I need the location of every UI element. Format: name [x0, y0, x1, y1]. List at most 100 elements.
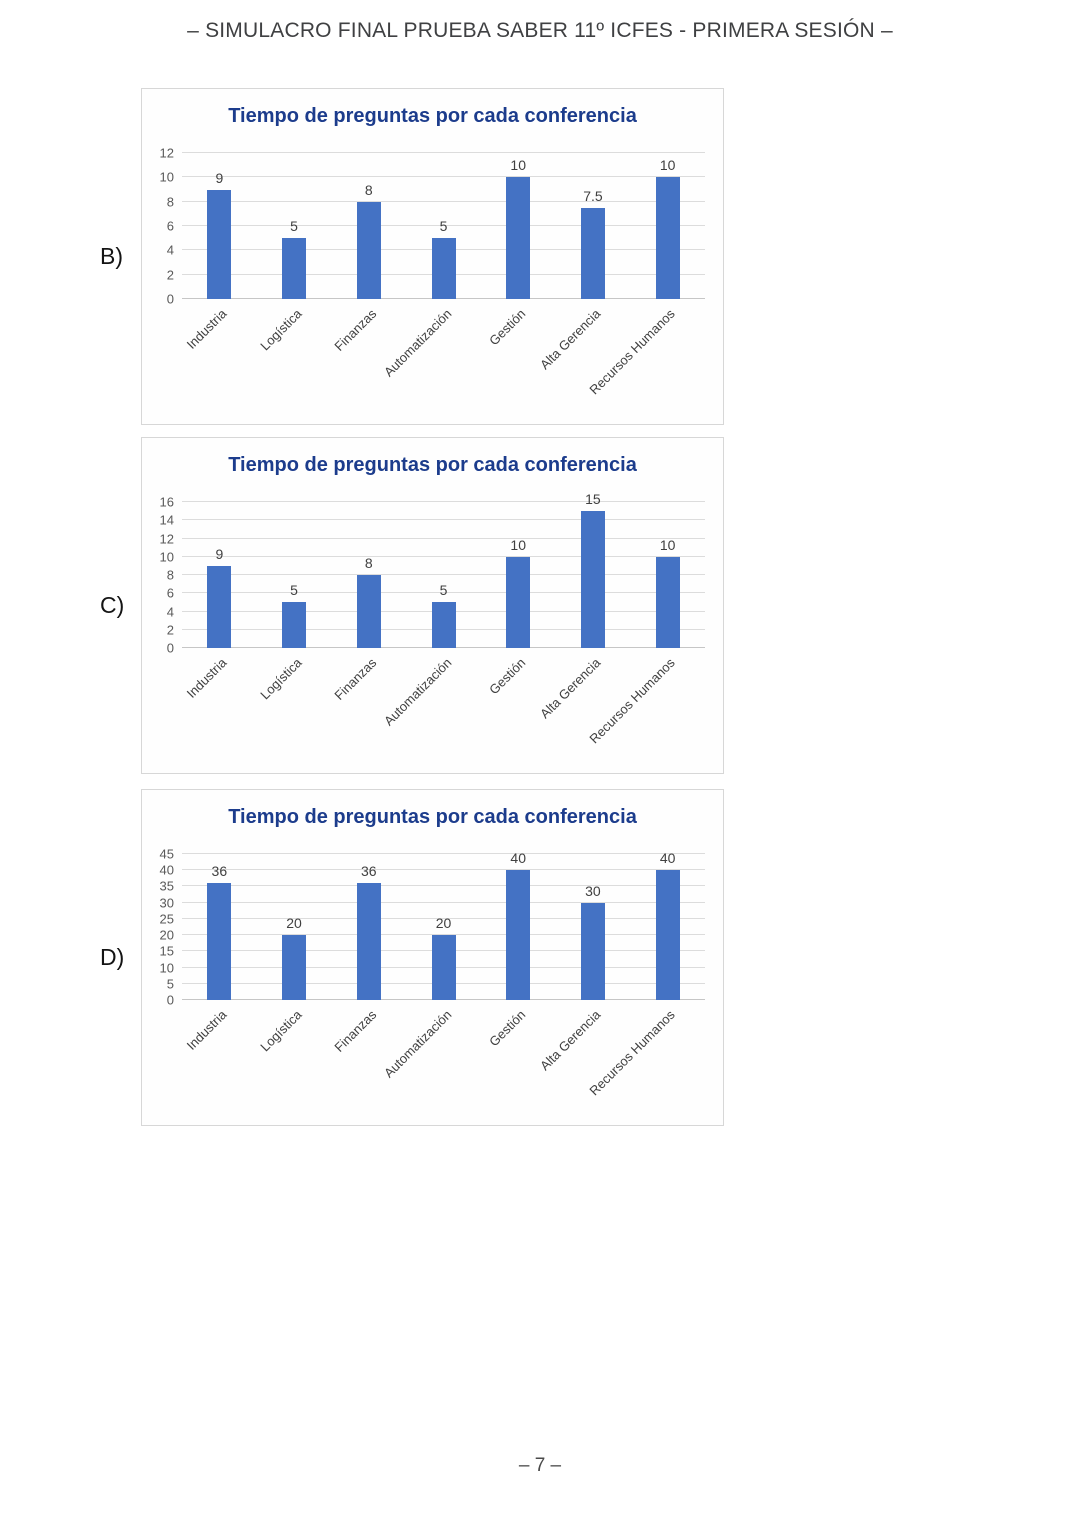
y-tick-label: 16	[159, 494, 174, 510]
bar-value-label: 5	[290, 218, 298, 235]
x-tick-label: Recursos Humanos	[586, 655, 679, 747]
bar-value-label: 7.5	[583, 187, 603, 204]
bar	[282, 238, 307, 299]
plot-grid: 9 5 8 5 10 15 10	[182, 492, 705, 648]
y-axis: 0 2 4 6 8 10 12	[142, 147, 182, 306]
gridline	[182, 869, 705, 871]
plot-grid: 36 20 36 20 40 30 40	[182, 850, 705, 1000]
option-label-d: D)	[100, 944, 125, 970]
bar	[580, 902, 605, 1000]
bar-value-label: 10	[510, 536, 526, 553]
bar-value-label: 5	[439, 218, 448, 235]
chart-panel-b: Tiempo de preguntas por cada conferencia…	[141, 88, 724, 425]
x-tick-label: Finanzas	[331, 1007, 380, 1055]
x-tick-label: Gestión	[486, 306, 529, 349]
y-tick-label: 0	[166, 291, 174, 307]
plot-grid: 9 5 8 5 10 7.5 10	[182, 152, 705, 299]
gridline	[182, 152, 705, 153]
bar	[207, 883, 232, 1000]
gridline	[182, 176, 705, 178]
y-tick-label: 4	[166, 604, 174, 619]
bar-value-label: 8	[364, 181, 373, 198]
gridline	[182, 934, 705, 936]
bar-value-label: 8	[364, 555, 373, 571]
x-tick-label: Automatización	[380, 655, 455, 729]
y-tick-label: 8	[166, 567, 174, 583]
x-tick-label: Automatización	[380, 1007, 455, 1081]
bar	[207, 189, 232, 299]
y-tick-label: 10	[159, 169, 174, 185]
page-header-title: – SIMULACRO FINAL PRUEBA SABER 11º ICFES…	[187, 19, 893, 42]
bar	[506, 556, 531, 648]
bar	[356, 883, 381, 1000]
y-axis: 0 5 10 15 20 25 30 35 40 45	[142, 848, 182, 1007]
bar	[655, 177, 680, 299]
bar	[580, 207, 605, 299]
bar-value-label: 10	[659, 536, 676, 553]
y-axis: 0 2 4 6 8 10 12 14 16	[142, 496, 182, 655]
x-axis-labels: Industria Logística Finanzas Automatización…	[182, 299, 705, 423]
chart-title: Tiempo de preguntas por cada conferencia	[228, 806, 637, 828]
y-tick-label: 10	[159, 549, 174, 565]
y-tick-label: 0	[166, 992, 174, 1008]
gridline	[182, 537, 705, 539]
bar-value-label: 10	[659, 157, 676, 174]
y-tick-label: 5	[166, 976, 174, 992]
bar	[356, 575, 381, 648]
x-tick-label: Logística	[257, 306, 305, 354]
y-tick-label: 14	[159, 512, 174, 528]
x-tick-label: Industria	[184, 1007, 230, 1053]
bar-value-label: 15	[585, 491, 601, 508]
x-tick-label: Automatización	[380, 306, 455, 380]
bar	[207, 565, 232, 648]
bar-value-label: 36	[211, 863, 228, 880]
bar	[282, 602, 307, 648]
gridline	[182, 901, 705, 903]
gridline	[182, 200, 705, 202]
option-label-c: C)	[100, 592, 125, 618]
chart-plot-area: 0 2 4 6 8 10 12 14 16 9 5 8 5 10 15 10 Industria Logístic…	[142, 492, 723, 772]
bar	[506, 177, 531, 299]
bar-value-label: 30	[585, 882, 601, 899]
y-tick-label: 15	[159, 943, 174, 959]
bar	[431, 935, 456, 1000]
bar-value-label: 40	[510, 850, 526, 867]
x-tick-label: Alta Gerencia	[537, 306, 604, 373]
x-tick-label: Industria	[184, 655, 230, 701]
bar	[580, 511, 605, 648]
x-axis-labels: Industria Logística Finanzas Automatización…	[182, 1000, 705, 1124]
bar-value-label: 36	[360, 863, 377, 880]
bar-value-label: 40	[659, 850, 676, 867]
bar-value-label: 20	[286, 915, 302, 932]
page-number: – 7 –	[518, 1455, 562, 1476]
bar	[506, 870, 531, 1000]
option-label-b: B)	[100, 243, 123, 269]
gridline	[182, 917, 705, 919]
bar	[655, 870, 680, 1000]
y-tick-label: 35	[159, 878, 174, 894]
y-tick-label: 12	[159, 531, 174, 546]
y-tick-label: 8	[166, 194, 174, 210]
chart-panel-c: Tiempo de preguntas por cada conferencia…	[141, 437, 724, 774]
bar	[356, 201, 381, 299]
gridline	[182, 885, 705, 887]
bar-value-label: 9	[215, 169, 224, 186]
bar-value-label: 20	[435, 915, 452, 932]
x-tick-label: Alta Gerencia	[537, 1007, 604, 1074]
x-tick-label: Gestión	[486, 655, 529, 698]
x-tick-label: Industria	[184, 306, 230, 352]
bar-value-label: 9	[215, 545, 224, 562]
y-tick-label: 12	[159, 145, 174, 161]
bar-value-label: 5	[290, 582, 298, 599]
y-tick-label: 25	[159, 911, 174, 927]
chart-plot-area: 0 5 10 15 20 25 30 35 40 45 36 20 36 20 40 30 40 Industri…	[142, 848, 723, 1124]
y-tick-label: 10	[159, 960, 174, 976]
x-axis-labels: Industria Logística Finanzas Automatización…	[182, 648, 705, 772]
answer-option-d: D) Tiempo de preguntas por cada conferen…	[100, 789, 724, 1126]
plot-column: 9 5 8 5 10 7.5 10 Industria Logística Finanzas Aut…	[182, 152, 705, 423]
x-tick-label: Finanzas	[331, 306, 380, 354]
x-tick-label: Gestión	[486, 1007, 529, 1050]
y-tick-label: 6	[166, 218, 174, 234]
bar	[431, 602, 456, 648]
gridline	[182, 574, 705, 575]
